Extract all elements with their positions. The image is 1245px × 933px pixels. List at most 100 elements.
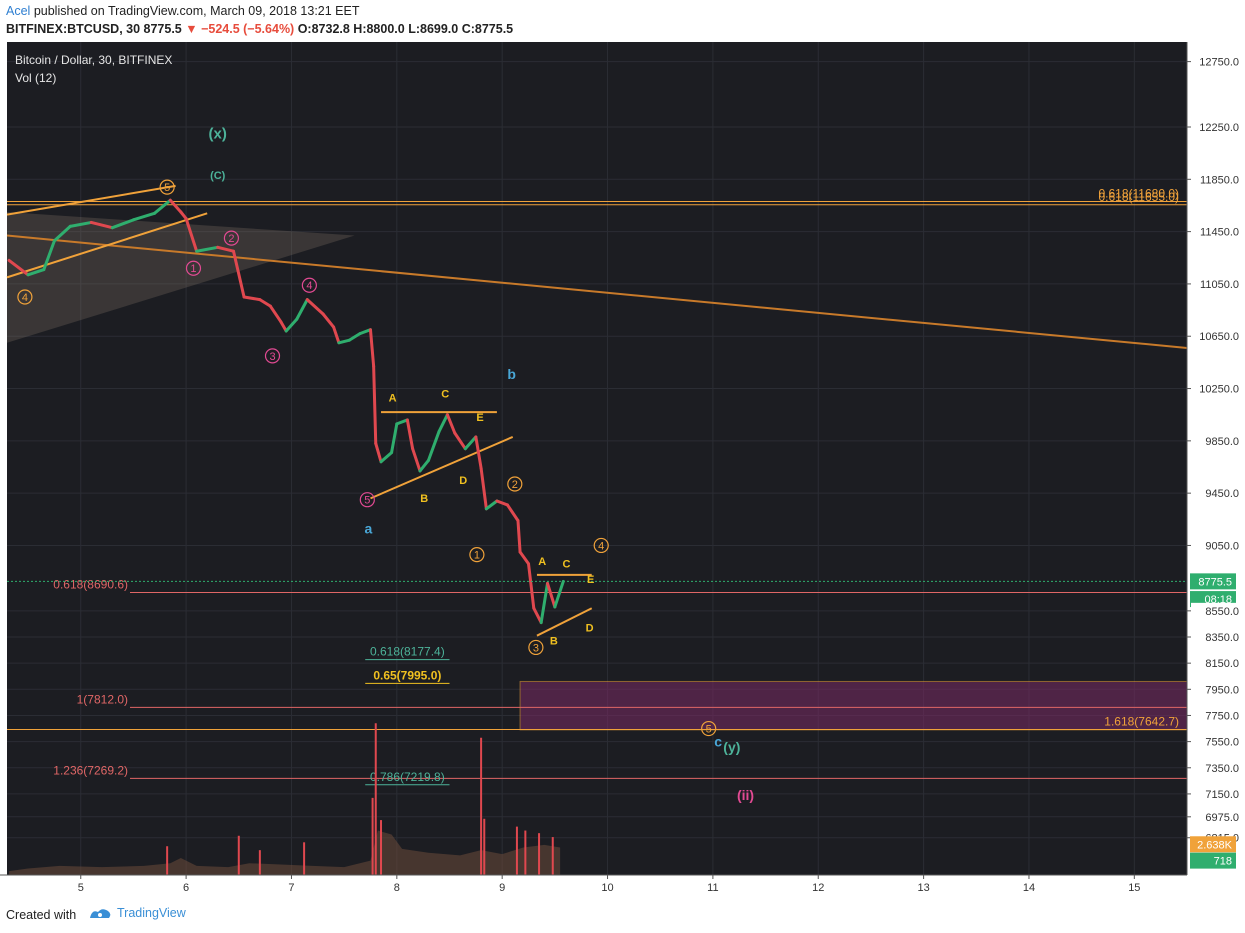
price-candle-segment [545, 581, 557, 609]
price-badge-bg [1191, 602, 1239, 619]
price-candle-segment [258, 298, 272, 308]
wave-label: 2 [512, 479, 518, 491]
fib-label: 0.618(11680.0) [1098, 187, 1179, 201]
y-tick-label: 7350.0 [1205, 763, 1239, 775]
x-tick-label: 12 [812, 882, 824, 894]
wave-label: E [587, 574, 594, 586]
wave-label: a [364, 520, 372, 536]
y-tick-label: 11050.0 [1200, 279, 1239, 291]
wave-label: 3 [269, 351, 275, 363]
wave-circle [159, 179, 175, 195]
price-candle-segment [232, 249, 246, 299]
price-candle-segment [495, 499, 509, 507]
wave-label: C [562, 558, 570, 570]
tradingview-logo-icon [90, 909, 111, 918]
y-tick-label: 8150.0 [1205, 658, 1239, 670]
fib-label: 1.618(7642.7) [1104, 714, 1179, 728]
volume-area [9, 830, 561, 875]
volume-label: Vol (12) [15, 71, 56, 85]
price-candle-segment [68, 220, 93, 228]
created-with-text: Created with [6, 908, 77, 922]
symbol-text: BITFINEX:BTCUSD, 30 [6, 22, 141, 36]
x-tick-label: 8 [394, 882, 400, 894]
wave-circle [701, 720, 717, 737]
y-tick-label: 10650.0 [1199, 331, 1239, 343]
y-tick-label: 7150.0 [1205, 789, 1239, 801]
publish-line: Acel published on TradingView.com, March… [6, 4, 359, 18]
x-tick-label: 15 [1128, 882, 1140, 894]
price-candle-segment [131, 211, 156, 222]
tradingview-brand[interactable]: TradingView [88, 906, 186, 920]
price-candle-segment [337, 338, 351, 345]
price-chart[interactable]: 0.618(11655.0)0.618(11680.0) 0.618(8690.6… [0, 42, 1245, 897]
wave-label: 3 [533, 642, 539, 654]
time-axis-background [0, 875, 1187, 897]
x-tick-label: 10 [601, 882, 613, 894]
wave-circle [264, 348, 281, 364]
wave-circle [17, 289, 33, 305]
price-candle-segment [411, 447, 422, 473]
price-candle-segment [347, 332, 362, 342]
fib-label: 1(7812.0) [77, 692, 128, 706]
published-text: published on TradingView.com, March 09, … [33, 4, 360, 18]
price-candle-segment [368, 328, 376, 368]
price-candle-segment [42, 239, 56, 272]
y-tick-label: 9450.0 [1205, 488, 1239, 500]
wave-circle [507, 476, 523, 492]
price-candle-segment [463, 435, 478, 451]
x-tick-label: 13 [917, 882, 929, 894]
wave-circle [528, 639, 544, 656]
price-candle-segment [242, 295, 262, 302]
fib-label: 1.236(7269.2) [53, 763, 128, 777]
wave-label: (y) [723, 739, 740, 755]
wave-label: 4 [306, 280, 312, 292]
y-tick-label: 12250.0 [1199, 122, 1239, 134]
price-series [7, 198, 565, 625]
price-badge-bg [1190, 836, 1236, 853]
author-link[interactable]: Acel [6, 4, 31, 18]
price-badge-bg [1190, 573, 1236, 590]
fib-label: 0.618(8177.4) [370, 645, 445, 659]
fib-label: 0.618(11655.0) [1098, 190, 1179, 204]
wave-label: (ii) [737, 787, 754, 803]
wave-circle [301, 277, 317, 293]
brand-label: TradingView [117, 906, 186, 920]
wave-circle [469, 547, 485, 563]
wave-circle [593, 537, 609, 554]
price-candle-segment [52, 224, 72, 243]
price-candle-segment [358, 328, 372, 336]
price-candle-segment [284, 317, 299, 333]
fib-label: 0.65(7995.0) [373, 668, 441, 682]
wave-label: 5 [706, 724, 712, 736]
y-tick-label: 9050.0 [1205, 540, 1239, 552]
price-candle-segment [374, 441, 383, 464]
price-candle-segment [390, 422, 399, 455]
target-zone [519, 680, 1188, 731]
price-candle-segment [279, 320, 288, 333]
price-candle-segment [437, 413, 449, 434]
chart-footer: Created with TradingView [0, 897, 1245, 933]
volume-series [9, 723, 561, 875]
y-tick-label: 7550.0 [1205, 737, 1239, 749]
y-tick-label: 8350.0 [1205, 632, 1239, 644]
chart-title: Bitcoin / Dollar, 30, BITFINEX [15, 53, 172, 67]
price-candle-segment [518, 550, 531, 566]
wave-label: D [459, 475, 467, 487]
wave-label: 5 [164, 182, 170, 194]
price-candle-segment [216, 245, 236, 253]
price-candle-segment [184, 217, 199, 253]
price-candle-segment [505, 503, 520, 523]
ohlc-values: O:8732.8 H:8800.0 L:8699.0 C:8775.5 [297, 22, 514, 36]
wave-circle [185, 260, 202, 276]
price-badge: 718 [1214, 856, 1232, 868]
trendlines [6, 184, 1188, 637]
price-candle-segment [268, 304, 283, 324]
wave-circle [223, 230, 240, 246]
price-candle-segment [405, 418, 415, 451]
y-tick-label: 7750.0 [1205, 710, 1239, 722]
wave-label: C [441, 388, 449, 400]
price-candle-segment [305, 298, 325, 316]
price-candle-segment [379, 451, 394, 464]
y-tick-label: 7950.0 [1205, 684, 1239, 696]
